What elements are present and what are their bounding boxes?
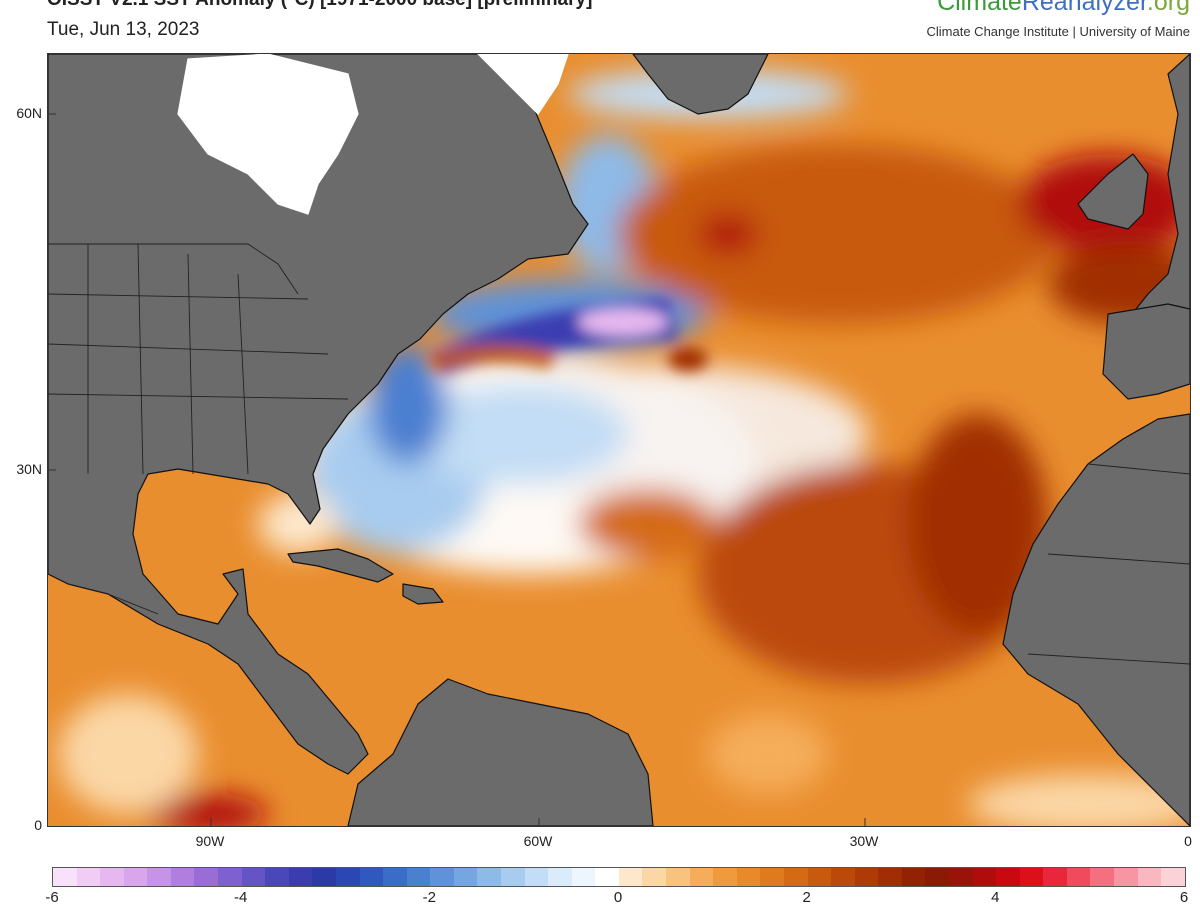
colorbar-tick-label: -4 <box>233 889 248 906</box>
colorbar-tick-label: 6 <box>1179 889 1189 906</box>
colorbar-segment <box>571 868 596 886</box>
colorbar-segment <box>972 868 997 886</box>
lon-label-60w: 60W <box>523 833 553 849</box>
colorbar <box>52 867 1186 887</box>
colorbar-segment <box>194 868 219 886</box>
colorbar-segment <box>1066 868 1091 886</box>
colorbar-segment <box>218 868 242 886</box>
land-masses <box>48 54 1190 826</box>
map-date: Tue, Jun 13, 2023 <box>47 19 200 40</box>
colorbar-segment <box>288 868 313 886</box>
colorbar-segment <box>53 868 77 886</box>
map-title: OISST V2.1 SST Anomaly (°C) [1971-2000 b… <box>47 0 592 11</box>
lat-label-60n: 60N <box>16 105 42 121</box>
colorbar-segment <box>406 868 431 886</box>
colorbar-tick-label: 4 <box>991 889 1000 906</box>
colorbar-segment <box>760 868 784 886</box>
colorbar-segment <box>689 868 714 886</box>
brand-subtitle: Climate Change Institute | University of… <box>926 24 1191 39</box>
colorbar-segment <box>100 868 124 886</box>
colorbar-segment <box>925 868 949 886</box>
colorbar-segment <box>500 868 525 886</box>
colorbar-tick-label: -6 <box>45 889 59 906</box>
brand-logo[interactable]: ClimateReanalyzer.org <box>937 0 1190 17</box>
colorbar-segment <box>666 868 690 886</box>
colorbar-segment <box>1090 868 1115 886</box>
colorbar-segment <box>996 868 1020 886</box>
colorbar-segment <box>524 868 549 886</box>
colorbar-tick-label: 0 <box>613 889 623 906</box>
greenland <box>632 54 769 115</box>
colorbar-segment <box>548 868 572 886</box>
lat-label-30n: 30N <box>16 461 42 477</box>
colorbar-segment <box>1043 868 1067 886</box>
graticule-ticks <box>48 113 866 826</box>
colorbar-segment <box>783 868 808 886</box>
colorbar-segment <box>595 868 619 886</box>
brand-part-org: .org <box>1146 0 1190 16</box>
colorbar-segment <box>430 868 454 886</box>
colorbar-segment <box>170 868 195 886</box>
anomaly-field <box>48 54 1190 826</box>
colorbar-segment <box>265 868 289 886</box>
brand-part-climate: Climate <box>937 0 1022 16</box>
colorbar-segment <box>477 868 501 886</box>
brand-part-reanalyzer: Reanalyzer <box>1021 0 1147 16</box>
colorbar-segment <box>736 868 761 886</box>
colorbar-segment <box>1019 868 1044 886</box>
arctic-ice <box>477 54 569 115</box>
colorbar-segment <box>453 868 478 886</box>
lon-label-30w: 30W <box>849 833 879 849</box>
colorbar-segment <box>807 868 832 886</box>
map-canvas <box>48 54 1190 826</box>
colorbar-segment <box>335 868 360 886</box>
sst-anomaly-map[interactable] <box>47 53 1191 827</box>
north-america <box>48 54 589 775</box>
political-borders <box>48 243 1190 665</box>
lon-label-90w: 90W <box>195 833 225 849</box>
colorbar-segment <box>241 868 266 886</box>
colorbar-segment <box>831 868 855 886</box>
colorbar-segment <box>359 868 384 886</box>
colorbar-segment <box>1137 868 1162 886</box>
colorbar-segment <box>878 868 902 886</box>
africa <box>1002 413 1190 826</box>
south-america <box>347 678 654 826</box>
colorbar-segment <box>1161 868 1185 886</box>
hispaniola <box>402 583 444 605</box>
colorbar-segment <box>713 868 737 886</box>
colorbar-segment <box>383 868 407 886</box>
uk-ireland <box>1077 153 1149 230</box>
colorbar-segment <box>618 868 643 886</box>
iberia <box>1102 303 1190 400</box>
colorbar-segment <box>312 868 336 886</box>
lon-label-0: 0 <box>1184 833 1192 849</box>
colorbar-segment <box>948 868 973 886</box>
hudson-bay-ice <box>177 54 359 215</box>
colorbar-segment <box>854 868 879 886</box>
cuba <box>287 548 394 583</box>
colorbar-tick-label: 2 <box>802 889 811 906</box>
colorbar-segment <box>1114 868 1138 886</box>
colorbar-segment <box>123 868 148 886</box>
lat-label-0: 0 <box>34 817 42 833</box>
colorbar-segment <box>901 868 926 886</box>
colorbar-segment <box>76 868 101 886</box>
colorbar-tick-label: -2 <box>422 889 436 906</box>
colorbar-segment <box>147 868 171 886</box>
colorbar-segment <box>642 868 667 886</box>
